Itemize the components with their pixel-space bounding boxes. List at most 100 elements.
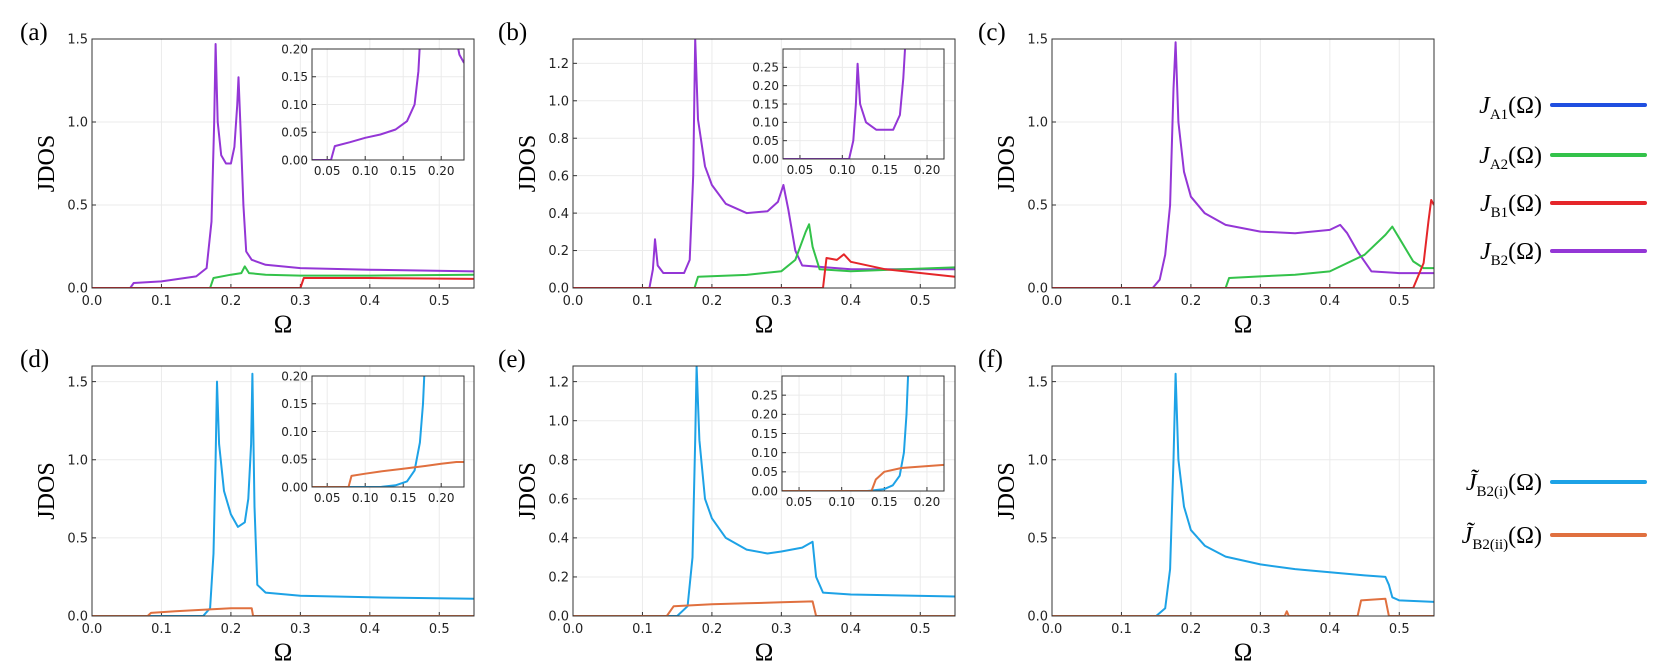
x-axis-label: Ω (274, 311, 293, 338)
panel-a-x-tick-label: 0.0 (82, 294, 103, 309)
panel-c-series-JB2 (1052, 41, 1434, 288)
panel-d-frame (91, 365, 475, 617)
panel-b-y-tick-label: 0.0 (548, 282, 569, 297)
panel-c-x-tick-label: 0.5 (1389, 294, 1410, 309)
legend-entry-JB1: JB1(Ω) (1480, 191, 1647, 221)
inset-a-y-tick-label: 0.00 (281, 153, 308, 167)
y-axis-label: JDOS (515, 462, 541, 519)
panel-c-series-JA2 (1052, 225, 1434, 288)
panel-a-series-JA2 (92, 265, 474, 288)
panel-b-x-tick-label: 0.4 (840, 294, 861, 309)
legend-entry-JB2: JB2(Ω) (1480, 239, 1647, 269)
panel-e-y-tick-label: 0.0 (548, 610, 569, 625)
panel-f-series-Bi (1052, 372, 1434, 616)
panel-f-y-tick-label: 1.5 (1027, 375, 1048, 390)
panel-f-x-tick-label: 0.1 (1111, 622, 1132, 637)
inset-d-y-tick-label: 0.15 (281, 397, 308, 411)
inset-a-frame (311, 48, 465, 161)
inset-e-x-tick-label: 0.10 (828, 495, 855, 509)
panel-d-x-tick-label: 0.4 (359, 622, 380, 637)
legend-top: JA1(Ω) JA2(Ω) JB1(Ω) JB2(Ω) (1479, 93, 1647, 269)
inset-b-y-tick-label: 0.20 (752, 79, 779, 93)
inset-d-series-Bii (312, 461, 464, 487)
panel-c-plot-area (1052, 39, 1434, 288)
x-axis-label: Ω (1234, 311, 1253, 338)
inset-d-y-tick-label: 0.00 (281, 480, 308, 494)
panel-e-series-Bi (573, 366, 955, 616)
inset-e-x-tick-label: 0.05 (786, 495, 813, 509)
legend-label: JB1(Ω) (1480, 191, 1542, 221)
legend-label: J̃B2(ii)(Ω) (1462, 522, 1542, 553)
panel-d-series-Bi (92, 372, 474, 616)
panel-d-x-tick-label: 0.0 (82, 622, 103, 637)
panel-e-series-Bii (573, 600, 955, 616)
legend-bottom: J̃B2(i)(Ω) J̃B2(ii)(Ω) (1462, 469, 1647, 553)
legend-entry-JA2: JA2(Ω) (1479, 143, 1647, 173)
inset-d-y-tick-label: 0.20 (281, 369, 308, 383)
panel-d-series-Bii (92, 607, 474, 616)
panel-a-x-tick-label: 0.5 (429, 294, 450, 309)
legend-label: JA1(Ω) (1479, 93, 1542, 123)
inset-e-y-tick-label: 0.00 (751, 484, 778, 498)
inset-b-frame (782, 48, 945, 160)
panel-b: 0.0 0.1 0.2 0.3 0.4 0.5 0.0 0.2 0.4 0.6 0.8 1.0 1.2 (… (498, 19, 956, 338)
inset-b-x-tick-label: 0.20 (914, 163, 941, 177)
panel-b-y-tick-label: 0.6 (548, 169, 569, 184)
panel-f-x-tick-label: 0.5 (1389, 622, 1410, 637)
panel-b-y-tick-label: 1.2 (548, 57, 569, 72)
panel-e-y-tick-label: 1.0 (548, 414, 569, 429)
panel-label: (a) (20, 19, 48, 46)
inset-b-y-tick-label: 0.00 (752, 152, 779, 166)
panel-e: 0.0 0.1 0.2 0.3 0.4 0.5 0.0 0.2 0.4 0.6 0.8 1.0 1.2 (… (498, 346, 956, 665)
panel-e-x-tick-label: 0.5 (910, 622, 931, 637)
panel-d-y-tick-label: 0.5 (67, 532, 88, 547)
inset-e-x-tick-label: 0.20 (914, 495, 941, 509)
panel-e-y-tick-label: 0.8 (548, 453, 569, 468)
y-axis-label: JDOS (34, 135, 60, 192)
inset-b-y-tick-label: 0.15 (752, 97, 779, 111)
panel-c-series-JB1 (1052, 199, 1434, 288)
y-axis-label: JDOS (515, 135, 541, 192)
inset-a-series-JB2 (312, 49, 464, 160)
panel-c-y-tick-label: 0.0 (1027, 282, 1048, 297)
inset-e: 0.05 0.10 0.15 0.20 0.00 0.05 0.10 0.15 0.20 0.25 (751, 375, 945, 509)
inset-e-y-tick-label: 0.10 (751, 446, 778, 460)
panel-e-x-tick-label: 0.0 (563, 622, 584, 637)
panel-f-plot-area (1052, 366, 1434, 616)
panel-d-x-tick-label: 0.1 (151, 622, 172, 637)
inset-a-x-tick-label: 0.05 (314, 164, 341, 178)
legend-entry-Bi: J̃B2(i)(Ω) (1466, 469, 1647, 500)
inset-e-y-tick-label: 0.05 (751, 465, 778, 479)
y-axis-label: JDOS (34, 462, 60, 519)
x-axis-label: Ω (755, 639, 774, 665)
panel-a-x-tick-label: 0.4 (359, 294, 380, 309)
panel-b-series-JB2 (573, 39, 955, 288)
panel-c: 0.0 0.1 0.2 0.3 0.4 0.5 0.0 0.5 1.0 1.5 (c) Ω JDOS (978, 19, 1435, 338)
panel-label: (f) (978, 346, 1003, 373)
panel-e-x-tick-label: 0.2 (702, 622, 723, 637)
panel-label: (e) (498, 346, 526, 373)
panel-b-series-JB1 (573, 253, 955, 288)
legend-label: JA2(Ω) (1479, 143, 1542, 173)
legend-entry-Bii: J̃B2(ii)(Ω) (1462, 522, 1647, 553)
panel-c-frame (1051, 38, 1435, 289)
inset-b-x-tick-label: 0.10 (829, 163, 856, 177)
inset-d: 0.05 0.10 0.15 0.20 0.00 0.05 0.10 0.15 0.20 (281, 369, 465, 505)
panel-d-x-tick-label: 0.3 (290, 622, 311, 637)
panel-b-y-tick-label: 0.4 (548, 207, 569, 222)
panel-a-y-tick-label: 1.0 (67, 116, 88, 131)
x-axis-label: Ω (274, 639, 293, 665)
x-axis-label: Ω (755, 311, 774, 338)
inset-a-y-tick-label: 0.15 (281, 70, 308, 84)
inset-b-x-tick-label: 0.15 (871, 163, 898, 177)
panel-f-y-tick-label: 0.0 (1027, 610, 1048, 625)
y-axis-label: JDOS (994, 462, 1020, 519)
inset-a-x-tick-label: 0.15 (390, 164, 417, 178)
panel-d: 0.0 0.1 0.2 0.3 0.4 0.5 0.0 0.5 1.0 1.5 (d) Ω JDOS 0.… (20, 346, 475, 665)
panel-b-y-tick-label: 0.2 (548, 244, 569, 259)
panel-f-series-Bii (1052, 597, 1434, 616)
panel-f-x-tick-label: 0.3 (1250, 622, 1271, 637)
inset-b-y-tick-label: 0.05 (752, 134, 779, 148)
panel-f-frame (1051, 365, 1435, 617)
inset-a-y-tick-label: 0.10 (281, 98, 308, 112)
